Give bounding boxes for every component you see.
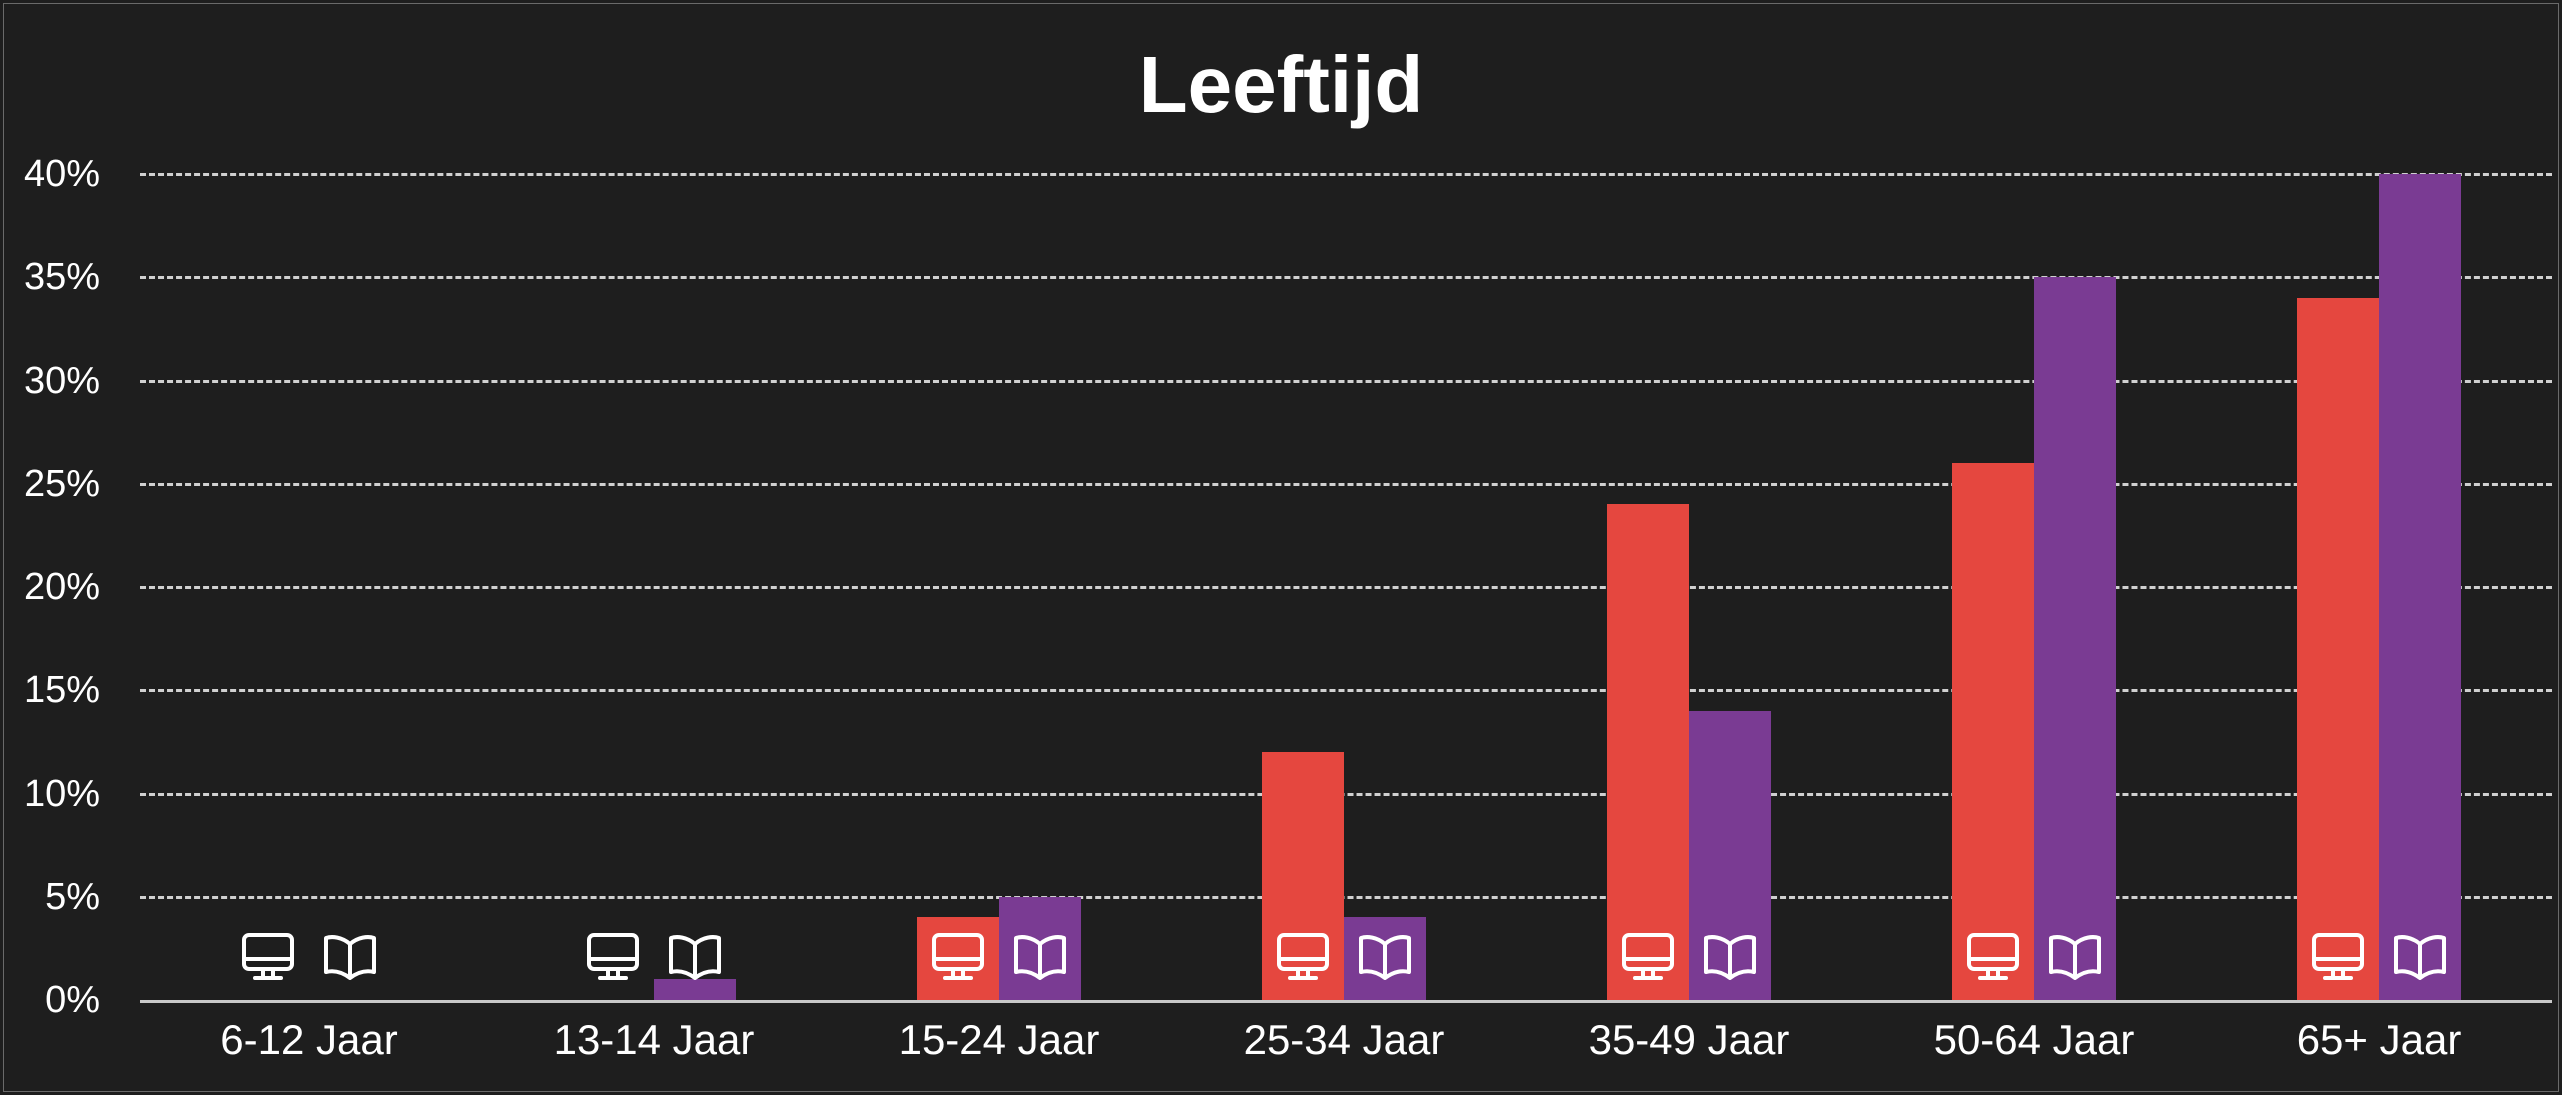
monitor-icon — [930, 932, 986, 982]
monitor-icon — [585, 932, 641, 982]
x-tick-label: 35-49 Jaar — [1588, 1016, 1790, 1063]
gridline — [140, 276, 2552, 280]
x-axis-line — [140, 1000, 2552, 1003]
gridline — [140, 895, 2552, 899]
bar-print — [654, 979, 736, 1000]
open-book-icon — [1012, 932, 1068, 982]
y-tick-label: 35% — [23, 256, 100, 299]
bar-print — [2379, 174, 2461, 1000]
y-tick-label: 15% — [23, 669, 100, 712]
gridline — [140, 689, 2552, 693]
x-tick-label: 6-12 Jaar — [220, 1016, 398, 1063]
gridline — [140, 586, 2552, 589]
gridline — [140, 792, 2552, 796]
gridline — [140, 173, 2552, 176]
x-tick-label: 25-34 Jaar — [1243, 1016, 1445, 1063]
gridline — [140, 379, 2552, 383]
y-tick-label: 0% — [45, 979, 100, 1021]
open-book-icon — [322, 932, 378, 982]
open-book-icon — [2392, 932, 2448, 982]
x-tick-label: 13-14 Jaar — [553, 1016, 755, 1063]
y-tick-label: 40% — [23, 153, 100, 195]
y-tick-label: 10% — [23, 772, 100, 815]
bar-print — [2034, 277, 2116, 1000]
y-tick-label: 25% — [23, 462, 100, 505]
open-book-icon — [1702, 932, 1758, 982]
bar-digital — [1607, 504, 1689, 1000]
monitor-icon — [240, 932, 296, 982]
open-book-icon — [2047, 932, 2103, 982]
chart-title: Leeftijd — [1138, 40, 1424, 129]
open-book-icon — [1357, 932, 1413, 982]
bar-digital — [1952, 463, 2034, 1000]
y-tick-label: 20% — [23, 566, 100, 608]
monitor-icon — [1620, 932, 1676, 982]
x-tick-label: 15-24 Jaar — [898, 1016, 1100, 1063]
y-tick-label: 30% — [23, 359, 100, 402]
monitor-icon — [2310, 932, 2366, 982]
y-tick-label: 5% — [45, 875, 100, 918]
x-tick-label: 65+ Jaar — [2296, 1016, 2462, 1063]
bar-digital — [2297, 297, 2379, 1000]
monitor-icon — [1275, 932, 1331, 982]
gridline — [140, 482, 2552, 486]
open-book-icon — [667, 932, 723, 982]
monitor-icon — [1965, 932, 2021, 982]
x-tick-label: 50-64 Jaar — [1933, 1016, 2135, 1063]
